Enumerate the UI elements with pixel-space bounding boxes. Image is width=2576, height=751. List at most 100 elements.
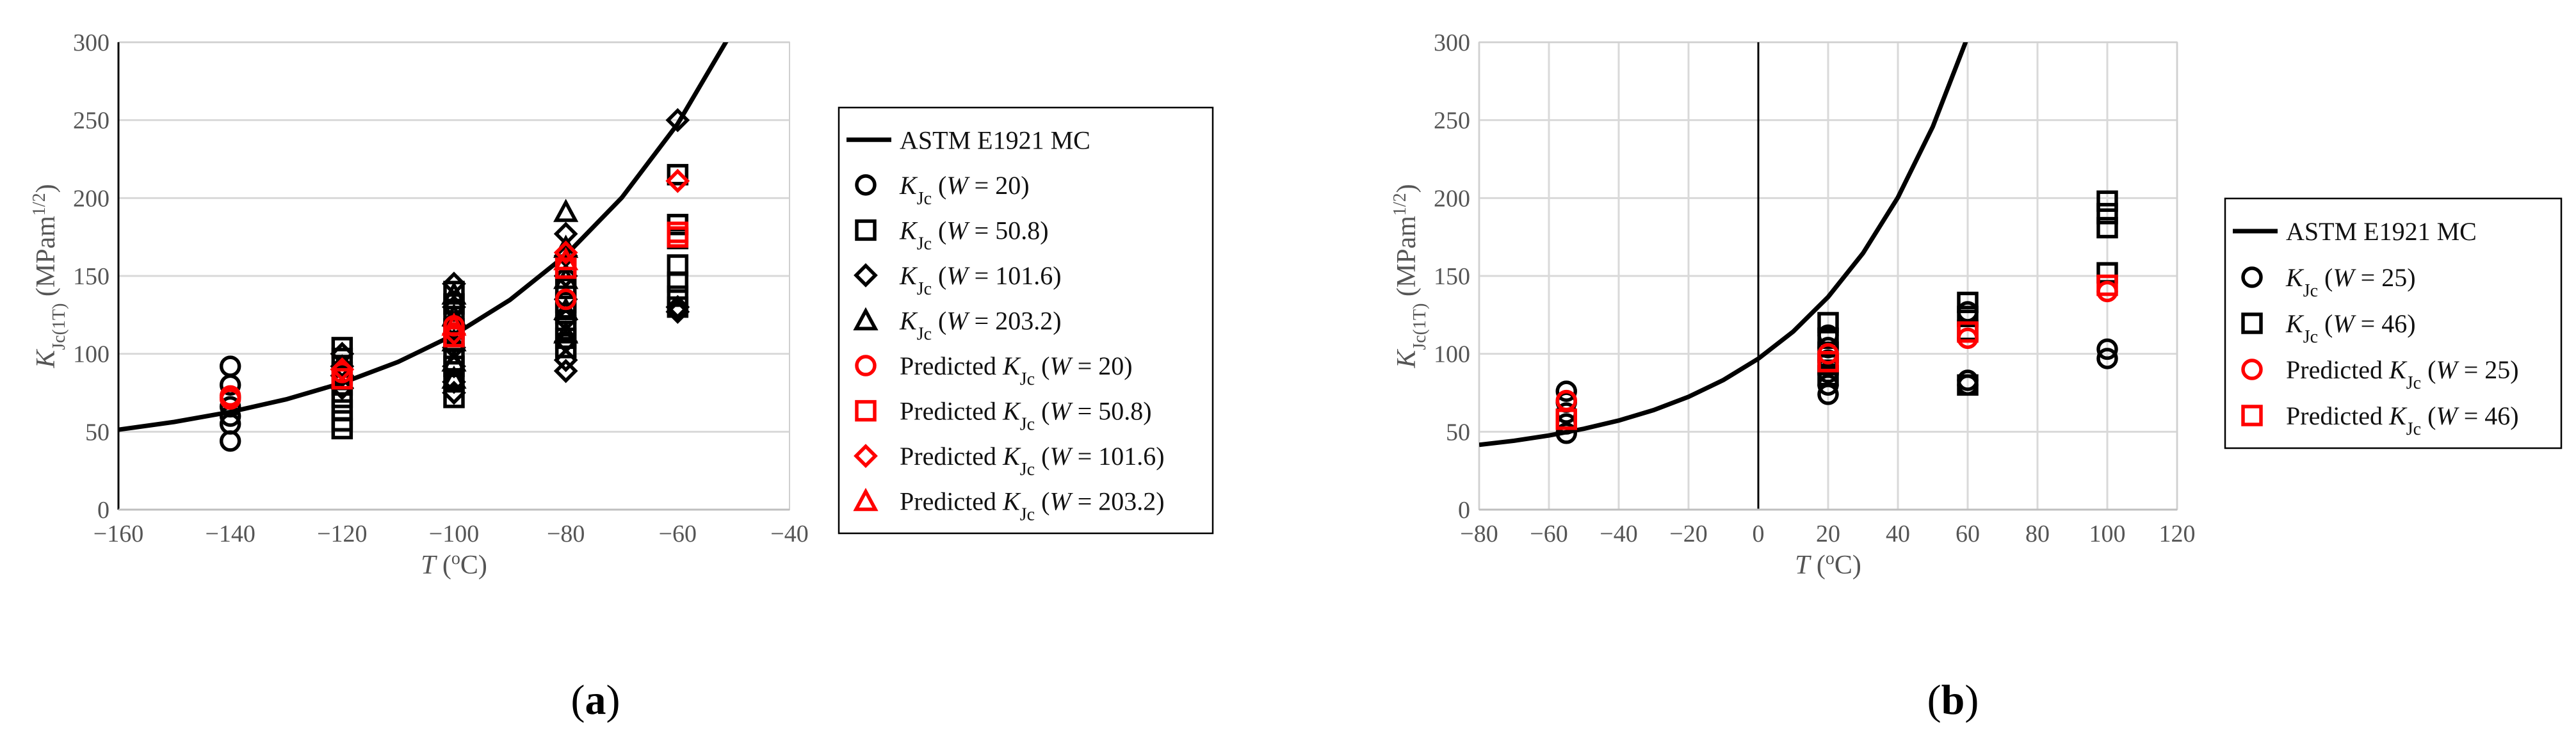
point-square-1	[331, 399, 353, 421]
legend-marker	[854, 444, 878, 469]
legend-marker	[853, 487, 879, 512]
data-points	[219, 108, 690, 452]
x-axis-title: T (oC)	[421, 549, 487, 581]
y-tick-label: 200	[73, 185, 109, 212]
point-diamond-2	[553, 307, 578, 332]
point-square-5	[331, 367, 353, 390]
point-circle-0	[219, 374, 241, 396]
y-tick-label: 250	[1434, 108, 1470, 134]
point-square-3	[2096, 274, 2118, 296]
legend-marker	[855, 174, 877, 196]
legend-marker	[855, 219, 877, 241]
x-tick-label: −140	[205, 521, 255, 547]
point-square-1	[1817, 312, 1839, 334]
point-diamond-6	[665, 168, 690, 193]
point-square-1	[667, 271, 689, 293]
point-diamond-2	[553, 348, 578, 373]
y-tick-label: 250	[73, 108, 109, 134]
legend-marker	[855, 355, 877, 376]
point-diamond-6	[553, 240, 578, 265]
point-triangle-3	[553, 320, 579, 344]
point-circle-4	[555, 288, 577, 311]
x-tick-label: −60	[659, 521, 697, 547]
y-tick-label: 300	[73, 29, 109, 56]
x-tick-label: 0	[1753, 521, 1765, 547]
point-square-1	[555, 337, 577, 359]
point-square-1	[2096, 190, 2118, 212]
point-square-1	[2096, 202, 2118, 225]
point-square-3	[1957, 321, 1979, 343]
x-tick-label: 120	[2159, 521, 2196, 547]
point-diamond-2	[330, 354, 355, 379]
legend-marker	[2241, 359, 2263, 380]
point-diamond-6	[330, 357, 355, 382]
point-diamond-2	[665, 108, 690, 133]
legend-label: KJc (W = 101.6)	[899, 261, 1062, 299]
point-square-3	[1817, 351, 1839, 373]
x-tick-label: −40	[1600, 521, 1637, 547]
x-tick-label: 20	[1816, 521, 1840, 547]
y-tick-label: 200	[1434, 185, 1470, 212]
x-tick-label: −60	[1530, 521, 1567, 547]
x-tick-label: 80	[2025, 521, 2050, 547]
point-diamond-2	[665, 300, 690, 324]
legend-label: ASTM E1921 MC	[900, 125, 1090, 154]
point-diamond-2	[553, 359, 578, 384]
point-diamond-2	[330, 376, 355, 401]
legend-box	[2224, 197, 2563, 449]
point-square-1	[1817, 327, 1839, 350]
legend-marker	[2241, 405, 2263, 426]
y-tick-label: 300	[1434, 29, 1470, 56]
point-triangle-7	[553, 246, 579, 271]
legend-marker	[2241, 266, 2263, 288]
point-square-1	[667, 164, 689, 186]
point-square-3	[1555, 408, 1577, 430]
legend-marker	[2241, 312, 2263, 334]
legend-marker	[853, 307, 879, 330]
point-circle-0	[219, 430, 241, 452]
point-circle-0	[219, 355, 241, 377]
x-tick-label: −20	[1669, 521, 1707, 547]
point-circle-0	[2096, 348, 2118, 369]
x-tick-label: 100	[2089, 521, 2126, 547]
point-square-1	[2096, 216, 2118, 239]
x-tick-label: −80	[1460, 521, 1498, 547]
x-tick-label: −40	[770, 521, 808, 547]
legend-label: ASTM E1921 MC	[2286, 217, 2477, 246]
y-tick-label: 150	[1434, 263, 1470, 290]
y-axis-title: KJc(1T) (MPam1/2)	[29, 184, 69, 368]
y-tick-label: 100	[1434, 341, 1470, 368]
point-square-1	[1957, 291, 1979, 314]
y-axis-title: KJc(1T) (MPam1/2)	[1390, 184, 1430, 368]
x-tick-label: −160	[93, 521, 143, 547]
legend-marker	[854, 263, 878, 287]
point-square-5	[667, 226, 689, 248]
point-square-1	[1817, 364, 1839, 387]
y-tick-label: 0	[97, 497, 109, 524]
legend-marker	[855, 400, 877, 422]
panel-b: −80 −60 −40 −20 0 20 40 60 80 100 120 0 50 100 150 200 2…	[1390, 29, 2563, 723]
y-tick-label: 150	[73, 263, 109, 290]
y-tick-label: 50	[85, 419, 109, 446]
x-tick-label: 60	[1956, 521, 1980, 547]
point-square-1	[331, 417, 353, 440]
panel-label: (b)	[1927, 677, 1979, 723]
point-triangle-7	[441, 312, 467, 336]
point-triangle-3	[441, 281, 467, 305]
panel-label: (a)	[571, 677, 620, 723]
point-square-1	[1957, 374, 1979, 396]
panel-a: −160 −140 −120 −100 −80 −60 −40 0 50 100 150 200 250…	[29, 29, 1214, 723]
point-circle-4	[219, 388, 241, 410]
point-circle-0	[1555, 380, 1577, 402]
point-triangle-3	[553, 198, 579, 222]
point-circle-0	[1555, 423, 1577, 444]
mc-curve	[118, 42, 729, 432]
x-tick-label: −100	[429, 521, 479, 547]
point-circle-0	[2096, 338, 2118, 360]
x-tick-label: 40	[1886, 521, 1910, 547]
point-diamond-2	[442, 380, 466, 405]
x-tick-label: −120	[317, 521, 367, 547]
point-diamond-2	[665, 295, 690, 319]
point-square-1	[1957, 305, 1979, 328]
